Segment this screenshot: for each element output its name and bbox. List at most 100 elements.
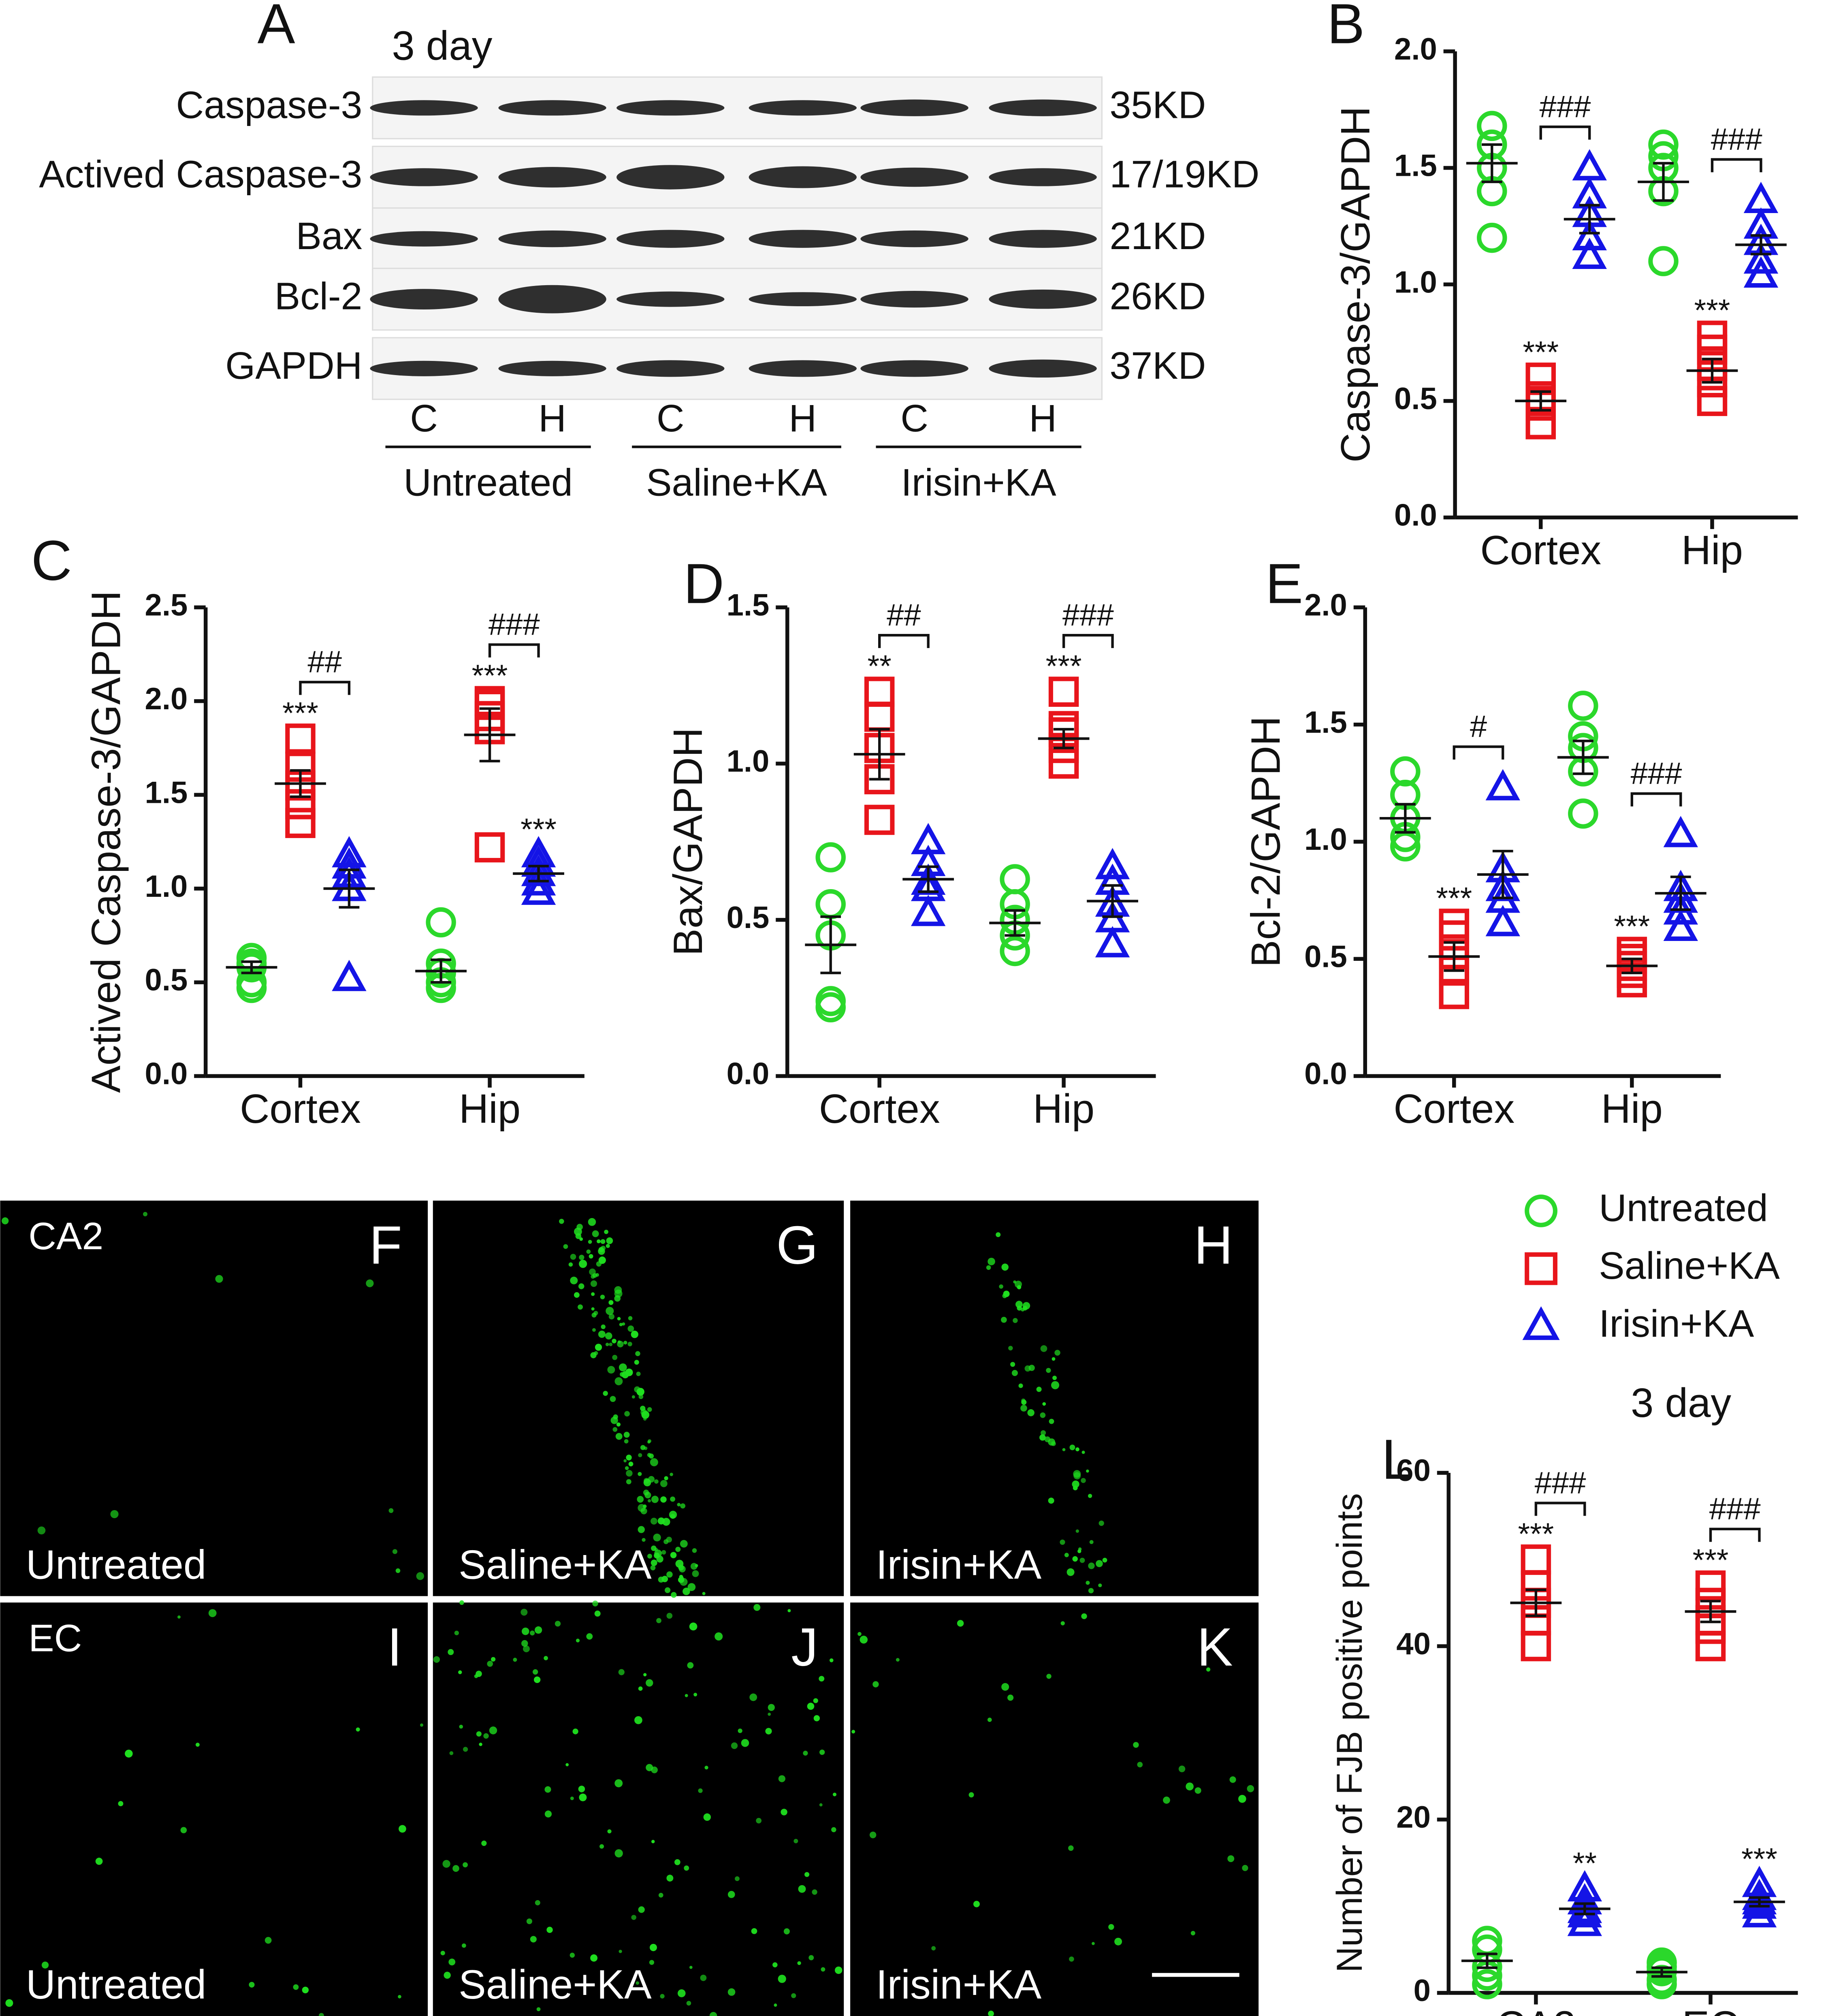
fluorescent-cell (1096, 1560, 1103, 1567)
panel-letter: H (1194, 1215, 1233, 1276)
y-axis-label: Actived Caspase-3/GAPDH (83, 591, 129, 1093)
significance-bracket (1062, 634, 1114, 648)
fluorescent-cell (686, 2001, 691, 2006)
fluorescent-cell (631, 1915, 636, 1920)
fluorescent-cell (664, 1587, 671, 1593)
fluorescent-cell (1020, 1405, 1027, 1412)
x-tick-label: Hip (1033, 1086, 1094, 1132)
fluorescent-cell (293, 1984, 299, 1990)
panel-letter: E (1265, 552, 1303, 615)
blot-band (860, 230, 968, 247)
fluorescent-cell (1072, 1480, 1079, 1488)
significance-label: *** (1436, 881, 1472, 915)
fluorescent-cell (772, 1962, 778, 1967)
fluorescent-cell (660, 1496, 667, 1503)
fluorescent-cell (1081, 1613, 1087, 1619)
fluorescent-cell (657, 1517, 665, 1525)
fluorescent-cell (1010, 1362, 1015, 1367)
panel-letter: J (791, 1617, 818, 1677)
fluorescent-cell (808, 1955, 814, 1961)
fluorescent-cell (807, 1702, 815, 1710)
fluorescent-cell (483, 1733, 489, 1739)
y-axis-label: Caspase-3/GAPDH (1333, 106, 1378, 462)
fluorescent-cell (625, 1466, 629, 1470)
fluorescent-cell (616, 1422, 621, 1427)
y-tick-label: 0.5 (145, 963, 188, 997)
fluorescent-cell (565, 1763, 569, 1766)
fluorescent-cell (638, 1686, 643, 1691)
fluorescent-cell (638, 1906, 645, 1913)
fluorescent-cell (605, 1332, 612, 1340)
fluorescent-cell (1088, 1588, 1094, 1594)
fluorescent-cell (533, 1676, 541, 1683)
fluorescent-cell (1060, 1539, 1065, 1545)
fluorescent-cell (513, 1658, 517, 1662)
lane-label: H (1029, 397, 1057, 440)
fluorescent-cell (356, 1727, 360, 1732)
data-point (285, 808, 316, 838)
fluorescent-cell (592, 1230, 599, 1237)
fluorescent-cell (670, 1472, 673, 1476)
fluorescent-cell (813, 1698, 818, 1703)
fluorescent-cell (619, 1323, 623, 1327)
data-point (1439, 909, 1470, 939)
fluorescent-cell (462, 1943, 466, 1948)
y-tick-label: 0 (1414, 1973, 1431, 2008)
data-point (1648, 129, 1679, 160)
fluorescent-cell (1068, 1845, 1074, 1851)
fluorescent-cell (491, 1657, 496, 1662)
blot-strip (372, 76, 1103, 139)
fluorescent-cell (574, 1292, 580, 1298)
x-tick-label: Hip (1601, 1086, 1663, 1132)
fluorescent-cell (1001, 1263, 1009, 1271)
fluorescent-cell (521, 1628, 529, 1635)
significance-label: *** (1741, 1842, 1777, 1876)
fluorescent-cell (1022, 1302, 1030, 1310)
blot-band (989, 289, 1097, 309)
fluorescent-cell (570, 1254, 576, 1260)
fluorescent-cell (647, 1553, 652, 1559)
y-tick-label: 2.0 (145, 682, 188, 716)
protein-label: Bcl-2 (275, 275, 363, 318)
fluorescent-cell (647, 1440, 651, 1444)
blot-band (860, 99, 968, 116)
fluorescent-cell (791, 1993, 796, 1998)
fluorescent-cell (634, 1360, 639, 1365)
fluorescent-cell (778, 1975, 786, 1983)
fluorescent-cell (366, 1279, 374, 1287)
significance-label: *** (1046, 649, 1082, 684)
fluorescent-cell (650, 1517, 657, 1525)
group-label: Irisin+KA (901, 461, 1056, 504)
data-point (1697, 320, 1728, 351)
fluorescent-cell (819, 1676, 825, 1682)
significance-label: ### (1540, 90, 1591, 124)
fluorescent-cell (643, 1504, 647, 1508)
fluorescent-cell (118, 1801, 124, 1807)
significance-label: *** (1518, 1517, 1554, 1551)
fluorescent-cell (606, 1244, 610, 1248)
blot-band (616, 165, 725, 190)
fluorescent-cell (626, 1479, 631, 1485)
fluorescent-cell (680, 1503, 686, 1509)
fluorescent-cell (559, 1218, 564, 1224)
fluorescent-cell (388, 1508, 394, 1513)
fluorescent-cell (1077, 1549, 1081, 1553)
fluorescent-cell (617, 1317, 621, 1321)
fluorescent-cell (603, 1391, 608, 1396)
fluorescent-cell (546, 1926, 553, 1933)
fluorescent-cell (487, 1661, 493, 1667)
fluorescent-cell (968, 1792, 974, 1798)
data-point (1572, 219, 1607, 251)
fluorescent-cell (628, 1461, 634, 1467)
significance-bracket (299, 681, 351, 695)
fluorescent-cell (1227, 1855, 1235, 1862)
fluorescent-cell (821, 1967, 826, 1972)
fluorescent-cell (751, 1928, 757, 1934)
fluorescent-cell (612, 1427, 618, 1432)
fluorescent-cell (597, 1239, 601, 1244)
fluorescent-cell (599, 1844, 604, 1849)
fluorescent-cell (125, 1749, 133, 1758)
blot-band (616, 360, 725, 377)
fluorescent-cell (1081, 1478, 1086, 1483)
data-point (474, 832, 505, 863)
